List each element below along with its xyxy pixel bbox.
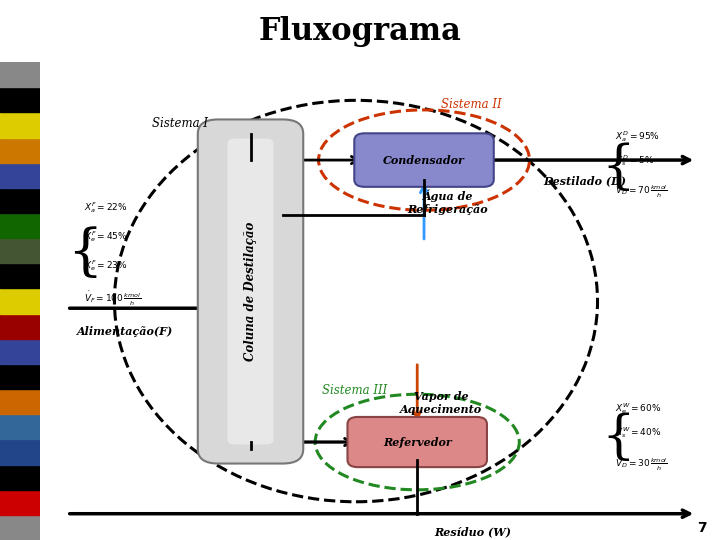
- Text: $X_s^W = 40\%$: $X_s^W = 40\%$: [615, 425, 661, 440]
- Text: $X_e^F = 23\%$: $X_e^F = 23\%$: [84, 258, 127, 273]
- Text: $\dot{V}_D = 30\,\frac{kmol}{h}$: $\dot{V}_D = 30\,\frac{kmol}{h}$: [615, 455, 667, 472]
- Bar: [0, 87, 40, 112]
- Text: Coluna de Destilação: Coluna de Destilação: [244, 222, 257, 361]
- Text: Refervedor: Refervedor: [383, 436, 451, 448]
- Bar: [0, 264, 40, 288]
- Text: Resíduo (W): Resíduo (W): [434, 526, 511, 537]
- Text: Sistema III: Sistema III: [322, 384, 387, 397]
- Text: Alimentação(F): Alimentação(F): [77, 326, 174, 336]
- Bar: [0, 464, 40, 490]
- Bar: [0, 339, 40, 364]
- Bar: [0, 238, 40, 264]
- Text: $\dot{V}_D = 70\,\frac{kmol}{h}$: $\dot{V}_D = 70\,\frac{kmol}{h}$: [615, 182, 667, 200]
- Text: Água de
Refrigeração: Água de Refrigeração: [408, 189, 488, 214]
- Text: $X_e^W = 60\%$: $X_e^W = 60\%$: [615, 401, 661, 416]
- FancyBboxPatch shape: [198, 119, 303, 463]
- Bar: [0, 314, 40, 339]
- Bar: [0, 138, 40, 163]
- Text: Sistema I: Sistema I: [152, 117, 208, 130]
- Bar: [0, 364, 40, 389]
- Bar: [0, 440, 40, 464]
- Bar: [0, 490, 40, 515]
- Bar: [0, 163, 40, 188]
- Text: $X_e^F = 45\%$: $X_e^F = 45\%$: [84, 229, 127, 244]
- Text: Destilado (D): Destilado (D): [543, 175, 626, 186]
- Bar: [0, 288, 40, 314]
- Text: $X_a^D = 95\%$: $X_a^D = 95\%$: [615, 129, 660, 144]
- Bar: [0, 188, 40, 213]
- Text: Condensador: Condensador: [383, 154, 465, 166]
- Text: {: {: [601, 412, 634, 463]
- FancyBboxPatch shape: [348, 417, 487, 467]
- Bar: [0, 112, 40, 138]
- Bar: [0, 389, 40, 414]
- Text: $\dot{V}_F = 100\,\frac{kmol}{h}$: $\dot{V}_F = 100\,\frac{kmol}{h}$: [84, 289, 141, 308]
- Text: Vapor de
Aquecimento: Vapor de Aquecimento: [400, 391, 482, 415]
- Text: Fluxograma: Fluxograma: [258, 16, 462, 46]
- Text: {: {: [601, 141, 634, 193]
- Bar: [0, 414, 40, 440]
- Bar: [0, 515, 40, 540]
- Text: 7: 7: [697, 521, 706, 535]
- Bar: [0, 62, 40, 87]
- Text: {: {: [67, 226, 102, 281]
- Text: $X_a^F = 22\%$: $X_a^F = 22\%$: [84, 200, 127, 215]
- Text: $X_s^D = 5\%$: $X_s^D = 5\%$: [615, 153, 654, 167]
- Text: Sistema II: Sistema II: [441, 98, 502, 111]
- FancyBboxPatch shape: [228, 139, 274, 444]
- Bar: [0, 213, 40, 238]
- FancyBboxPatch shape: [354, 133, 494, 187]
